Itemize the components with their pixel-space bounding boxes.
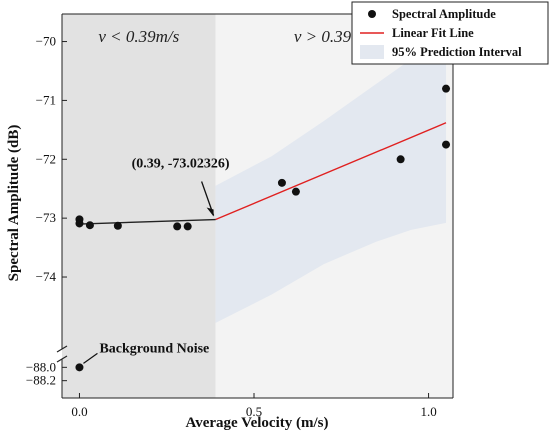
background-noise-point	[75, 363, 84, 372]
x-tick-label: 0.0	[71, 404, 87, 419]
data-point	[85, 221, 94, 230]
y-tick-label: −70	[36, 34, 56, 49]
region-1	[62, 14, 216, 398]
legend: Spectral Amplitude Linear Fit Line 95% Pre…	[351, 1, 549, 65]
background-noise-label: Background Noise	[99, 341, 209, 356]
annotation-arrowhead	[206, 207, 214, 217]
legend-label: 95% Prediction Interval	[392, 45, 522, 59]
data-point	[277, 178, 286, 187]
axes: Average Velocity (m/s) Spectral Amplitud…	[6, 13, 454, 431]
noise-arrow	[83, 352, 98, 364]
axis-break-mark	[56, 355, 68, 363]
data-point	[442, 140, 451, 149]
prediction-interval-band	[215, 38, 447, 323]
legend-label: Spectral Amplitude	[392, 7, 496, 21]
y-tick-label: −72	[36, 151, 56, 166]
y-tick-label: −73	[36, 210, 56, 225]
y-axis-label: Spectral Amplitude (dB)	[6, 125, 22, 282]
data-point	[183, 222, 192, 231]
data-point	[75, 219, 84, 228]
y-tick-label: −88.0	[26, 359, 56, 374]
breakpoint-annotation: (0.39, -73.02326)	[132, 157, 230, 172]
x-tick-label: 0.5	[246, 404, 262, 419]
data-point	[396, 155, 405, 164]
y-tick-label: −88.2	[26, 373, 56, 388]
baseline-fit-line	[79, 218, 216, 225]
data-point	[442, 84, 451, 93]
linear-fit-line	[215, 122, 447, 221]
data-point	[173, 222, 182, 231]
data-point	[113, 221, 122, 230]
legend-marker-dot	[368, 10, 376, 18]
legend-label: Linear Fit Line	[392, 26, 474, 40]
legend-box	[351, 1, 549, 65]
region-label-1: v < 0.39m/s	[98, 27, 179, 46]
y-tick-label: −74	[36, 269, 57, 284]
y-tick-label: −71	[36, 92, 56, 107]
axis-break-mark	[56, 345, 68, 353]
x-tick-label: 1.0	[420, 404, 436, 419]
data-point	[291, 187, 300, 196]
x-axis-label: Average Velocity (m/s)	[185, 415, 328, 431]
legend-marker-patch	[360, 45, 384, 59]
